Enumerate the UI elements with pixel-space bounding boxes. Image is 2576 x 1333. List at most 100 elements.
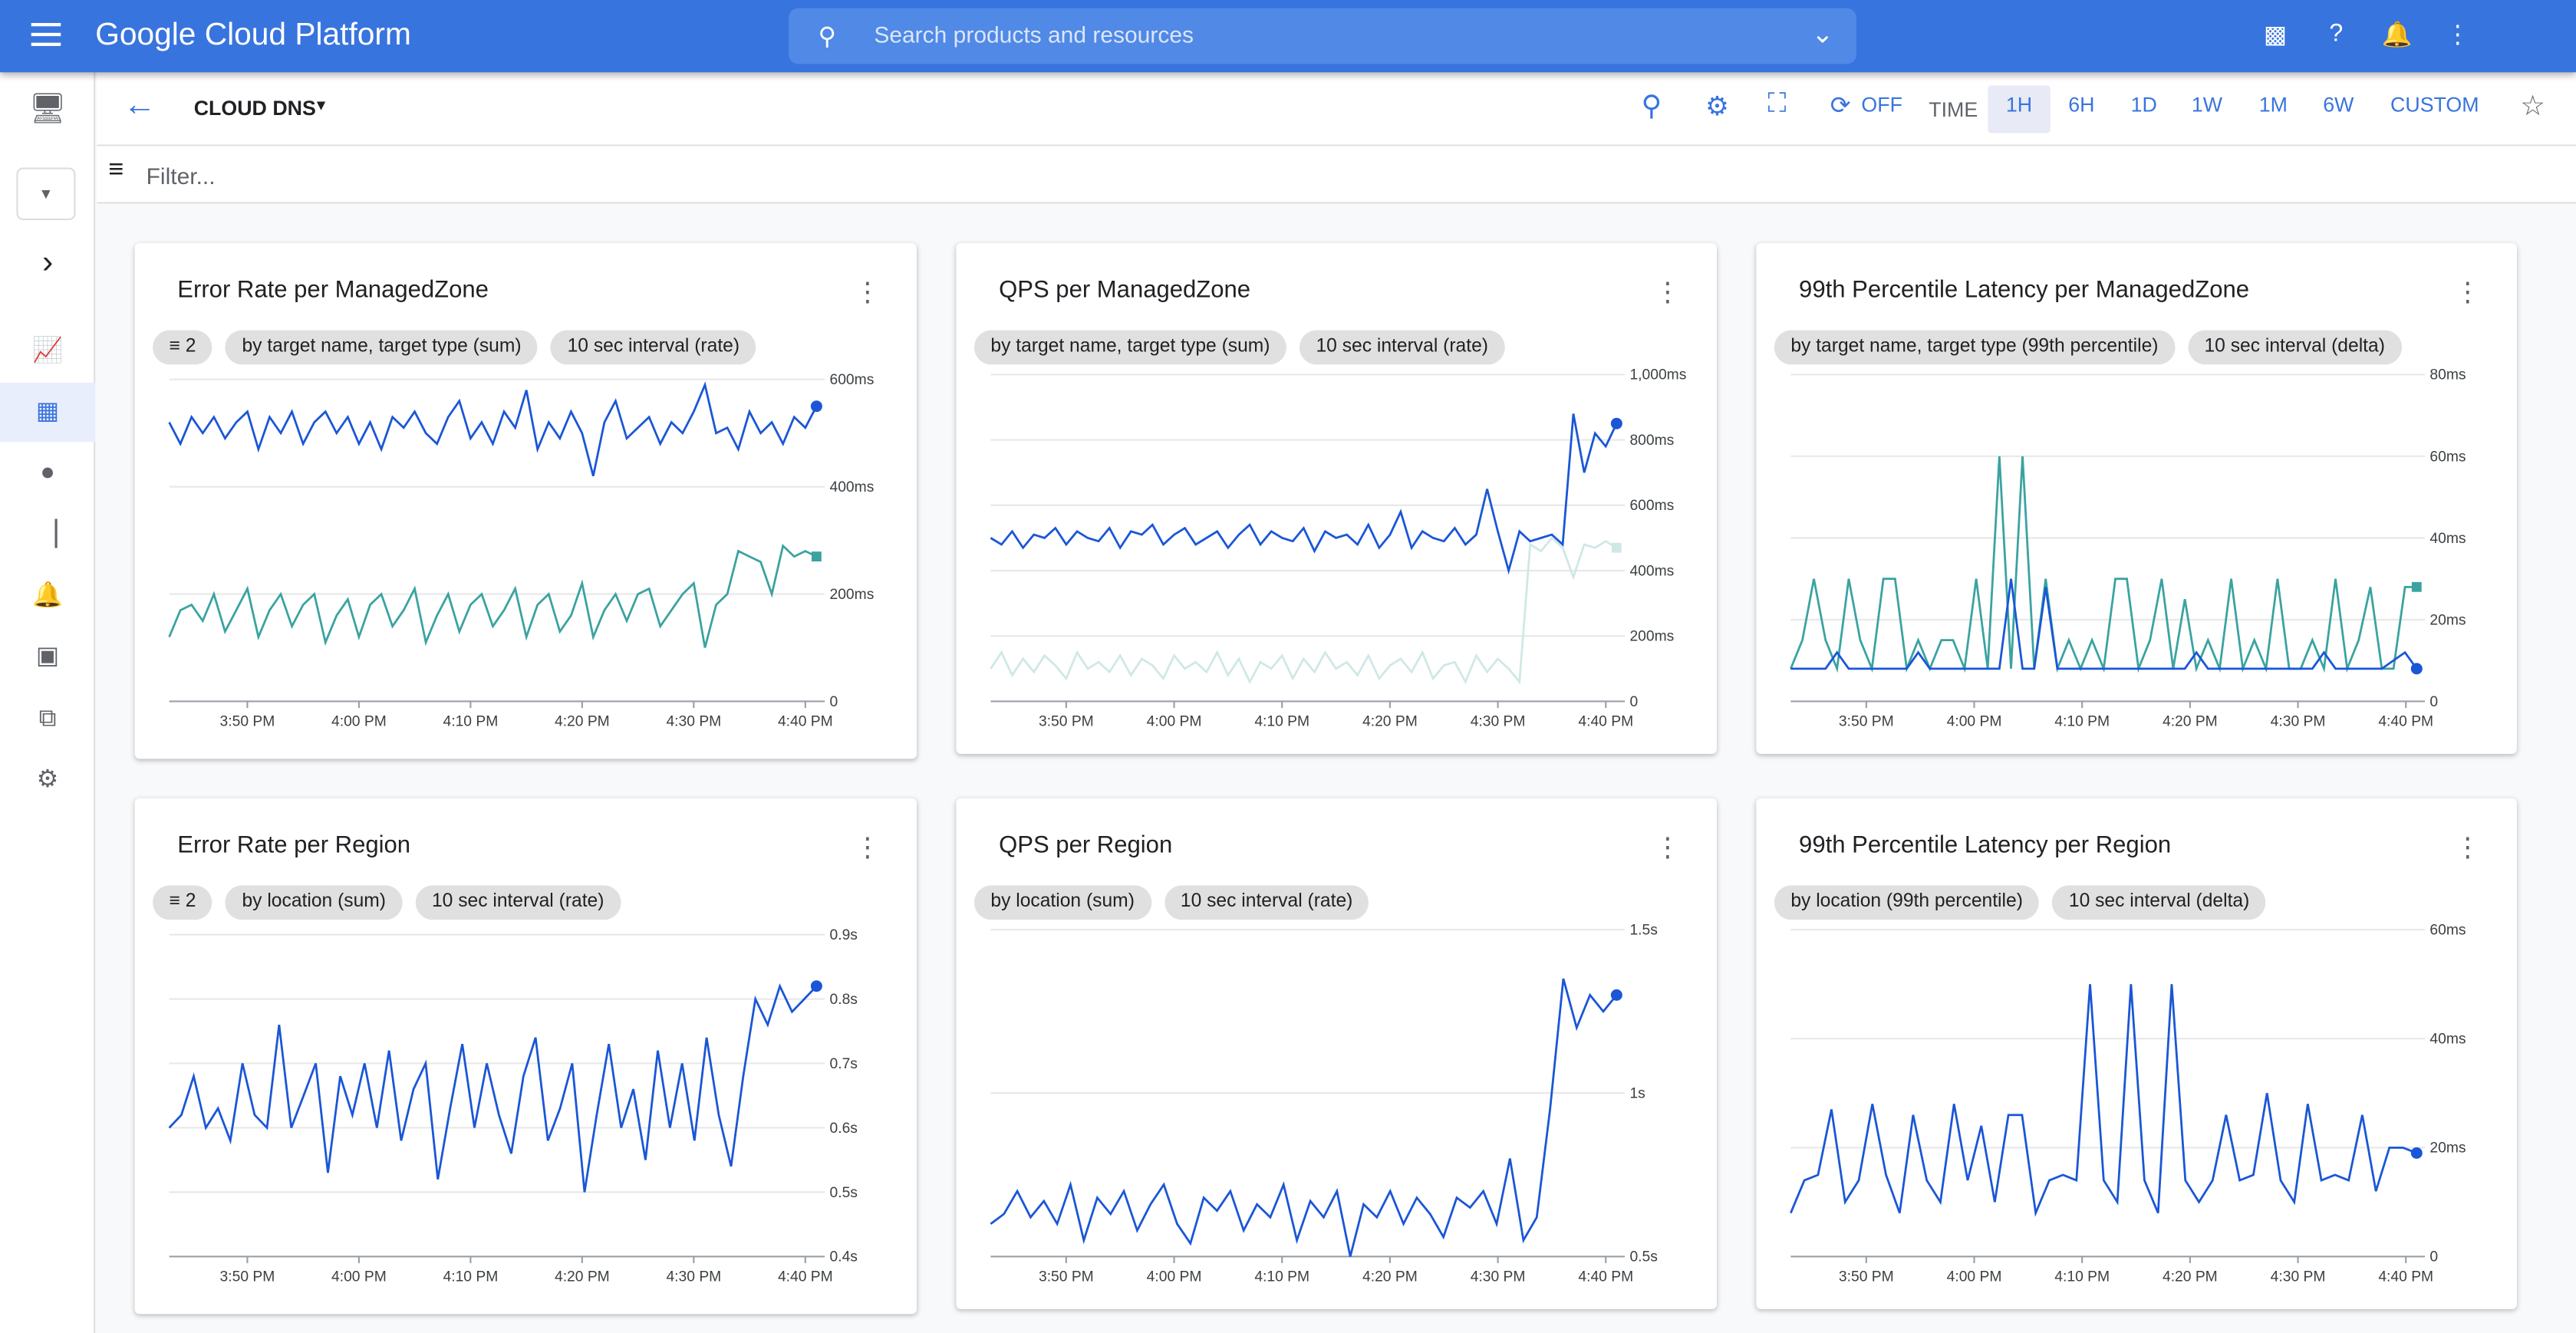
aggregation-chip[interactable]: 10 sec interval (rate) [1300, 330, 1505, 365]
settings-gear-icon[interactable]: ⚙ [1705, 94, 1729, 122]
y-tick-label: 600ms [830, 372, 875, 388]
series-end-marker [2410, 1147, 2423, 1159]
series-line[interactable] [1790, 578, 2418, 670]
fullscreen-icon[interactable]: ⛶ [1767, 90, 1787, 119]
settings-icon[interactable]: ⚙ [36, 765, 59, 794]
range-1w[interactable]: 1W [2191, 94, 2223, 117]
range-custom[interactable]: CUSTOM [2390, 94, 2479, 117]
range-6w[interactable]: 6W [2323, 94, 2354, 117]
series-end-marker [2411, 581, 2422, 592]
y-tick-label: 200ms [1629, 629, 1674, 645]
y-tick-label: 0 [2429, 1249, 2438, 1266]
time-series-chart[interactable]: 60ms 40ms 20ms 0 3:50 PM 4:00 PM 4:10 PM 4:20 P… [1756, 798, 2517, 1309]
series-line[interactable] [990, 536, 1618, 685]
time-series-chart[interactable]: 1,000ms 800ms 600ms 400ms 200ms 0 3:50 PM 4:00 … [956, 243, 1717, 754]
aggregation-chip[interactable]: 10 sec interval (rate) [415, 885, 621, 920]
more-vert-icon[interactable]: ⋮ [1654, 279, 1681, 308]
help-icon[interactable]: ? [2329, 19, 2344, 48]
metrics-explorer-icon[interactable]: 📈 [32, 337, 64, 365]
series-line[interactable] [168, 983, 818, 1193]
y-tick-label: 0.9s [830, 927, 858, 943]
series-line[interactable] [1790, 456, 2417, 673]
x-tick-label: 4:00 PM [331, 714, 387, 730]
range-1d[interactable]: 1D [2130, 94, 2157, 117]
filter-bar[interactable]: ≡ Filter... [97, 146, 2576, 204]
range-6h[interactable]: 6H [2068, 94, 2095, 117]
more-vert-icon[interactable]: ⋮ [1654, 834, 1681, 863]
logs-icon[interactable]: ⧉ [38, 704, 57, 733]
aggregation-chip[interactable]: by location (sum) [973, 885, 1151, 920]
series-line[interactable] [990, 978, 1618, 1257]
more-vert-icon[interactable]: ⋮ [2445, 21, 2470, 50]
y-tick-label: 600ms [1629, 498, 1674, 514]
more-vert-icon[interactable]: ⋮ [854, 279, 881, 308]
y-tick-label: 0.5s [1629, 1249, 1657, 1266]
series-line[interactable] [168, 381, 818, 476]
dashboards-icon[interactable]: ▦ [0, 382, 96, 443]
search-input[interactable]: ⚲ Search products and resources ⌄ [788, 8, 1857, 64]
more-vert-icon[interactable]: ⋮ [854, 834, 881, 863]
x-tick-label: 4:20 PM [2163, 1269, 2218, 1285]
chart-card: Error Rate per ManagedZone ⋮ ≡ 2 by targe… [134, 242, 917, 759]
series-line[interactable] [1790, 984, 2417, 1217]
notifications-icon[interactable]: 🔔 [2381, 21, 2413, 50]
aggregation-chip[interactable]: by location (sum) [226, 885, 403, 920]
reset-zoom-icon[interactable]: ⚲ [1641, 90, 1662, 122]
y-tick-label: 60ms [2429, 449, 2466, 465]
cloud-shell-icon[interactable]: ▩ [2263, 21, 2288, 50]
groups-icon[interactable]: ▕ [38, 520, 58, 549]
x-tick-label: 4:40 PM [778, 1269, 833, 1285]
time-series-chart[interactable]: 600ms 400ms 200ms 0 3:50 PM 4:00 PM 4:10 PM 4:2… [135, 243, 917, 759]
aggregation-chip[interactable]: by target name, target type (99th percen… [1774, 330, 2175, 365]
more-vert-icon[interactable]: ⋮ [2454, 279, 2481, 308]
time-series-chart[interactable]: 0.9s 0.8s 0.7s 0.6s 0.5s 0.4s 3:50 PM 4:00 PM 4:… [135, 798, 917, 1314]
chart-card: QPS per Region ⋮ by location (sum) 10 sec… [956, 798, 1717, 1309]
x-tick-label: 4:40 PM [778, 714, 833, 730]
filter-count-chip[interactable]: ≡ 2 [153, 330, 212, 365]
star-icon[interactable]: ☆ [2520, 90, 2545, 122]
aggregation-chip[interactable]: by location (99th percentile) [1774, 885, 2040, 920]
series-end-marker [811, 551, 822, 561]
aggregation-chip[interactable]: 10 sec interval (delta) [2052, 885, 2266, 920]
workspace-dropdown[interactable]: ▼ [16, 167, 76, 220]
monitoring-logo-icon: 🖥 [28, 91, 67, 125]
more-vert-icon[interactable]: ⋮ [2454, 834, 2481, 863]
dropdown-arrow-icon[interactable]: ▼ [314, 97, 329, 114]
series-end-marker [2410, 663, 2423, 675]
range-1h[interactable]: 1H [2005, 94, 2033, 117]
filter-count-chip[interactable]: ≡ 2 [153, 885, 212, 920]
range-1m[interactable]: 1M [2258, 94, 2288, 117]
dashboard-selector[interactable]: CLOUD DNS [193, 97, 316, 120]
y-tick-label: 0.6s [830, 1121, 858, 1137]
aggregation-chip[interactable]: by target name, target type (sum) [973, 330, 1286, 365]
aggregation-chip[interactable]: 10 sec interval (rate) [551, 330, 756, 365]
x-tick-label: 3:50 PM [1039, 1269, 1094, 1285]
chevron-down-icon[interactable]: ⌄ [1811, 21, 1834, 50]
x-tick-label: 4:00 PM [331, 1269, 387, 1285]
y-tick-label: 20ms [2429, 612, 2466, 628]
aggregation-chip[interactable]: by target name, target type (sum) [226, 330, 539, 365]
auto-refresh-icon[interactable]: ⟳ [1830, 91, 1851, 120]
time-series-chart[interactable]: 80ms 60ms 40ms 20ms 0 3:50 PM 4:00 PM 4:10 PM 4:… [1756, 243, 2517, 754]
brand-title[interactable]: Google Cloud Platform [95, 18, 411, 53]
aggregation-chip[interactable]: 10 sec interval (delta) [2188, 330, 2402, 365]
expand-chevron-icon[interactable]: › [41, 245, 54, 281]
back-arrow-icon[interactable]: ← [123, 87, 156, 123]
series-line[interactable] [168, 543, 817, 648]
y-tick-label: 0.4s [830, 1249, 858, 1266]
filter-count: 2 [185, 337, 196, 357]
y-tick-label: 200ms [830, 587, 875, 603]
services-icon[interactable]: ● [40, 458, 55, 486]
chart-title: 99th Percentile Latency per Region [1799, 832, 2172, 860]
series-line[interactable] [990, 413, 1618, 575]
chip-row: by target name, target type (99th percen… [1774, 330, 2402, 365]
menu-icon[interactable] [31, 22, 61, 46]
x-tick-label: 4:30 PM [2271, 714, 2326, 730]
filter-input[interactable]: Filter... [146, 163, 216, 189]
uptime-icon[interactable]: ▣ [35, 642, 60, 670]
alerting-icon[interactable]: 🔔 [32, 581, 64, 610]
chip-row: ≡ 2 by target name, target type (sum) 10 s… [153, 330, 756, 365]
auto-refresh-toggle[interactable]: OFF [1861, 94, 1902, 117]
time-series-chart[interactable]: 1.5s 1s 0.5s 3:50 PM 4:00 PM 4:10 PM 4:20 PM 4:… [956, 798, 1717, 1309]
aggregation-chip[interactable]: 10 sec interval (rate) [1164, 885, 1369, 920]
